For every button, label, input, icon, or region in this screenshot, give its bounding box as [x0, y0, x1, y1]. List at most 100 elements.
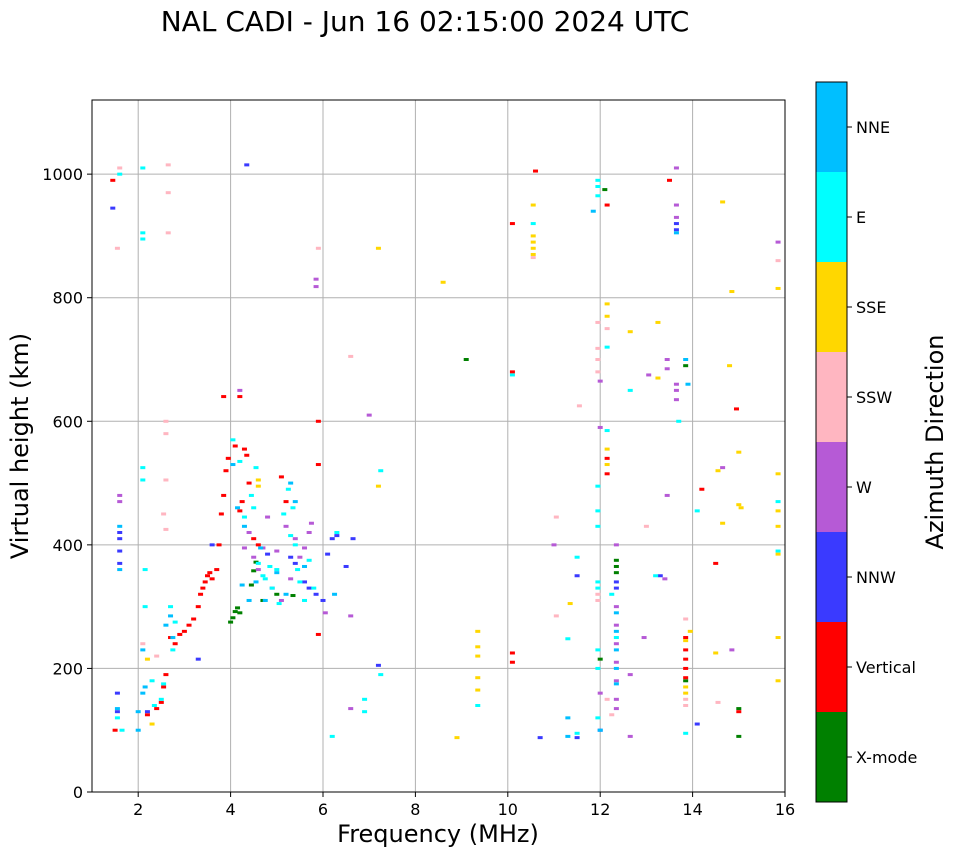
- data-point: [170, 648, 176, 652]
- data-point: [775, 500, 781, 504]
- data-point: [235, 606, 241, 610]
- y-tick-label: 0: [73, 783, 83, 802]
- series-sse: [144, 200, 781, 740]
- x-tick-label: 2: [133, 800, 143, 819]
- data-point: [613, 697, 619, 701]
- data-point: [604, 697, 610, 701]
- data-point: [274, 571, 280, 575]
- data-point: [117, 531, 123, 534]
- data-point: [246, 481, 252, 485]
- data-point: [683, 639, 689, 643]
- data-point: [595, 320, 601, 324]
- data-point: [315, 632, 321, 636]
- data-point: [163, 623, 169, 627]
- data-point: [613, 666, 619, 670]
- data-point: [613, 580, 619, 584]
- data-point: [720, 521, 726, 525]
- data-point: [110, 178, 116, 182]
- data-point: [144, 710, 150, 714]
- data-point: [683, 648, 689, 652]
- data-point: [595, 509, 601, 513]
- data-point: [241, 515, 247, 519]
- data-point: [292, 500, 298, 504]
- data-point: [775, 509, 781, 513]
- data-point: [283, 524, 289, 528]
- data-point: [248, 583, 254, 587]
- data-point: [308, 521, 314, 525]
- data-point: [699, 487, 705, 491]
- data-point: [117, 568, 123, 572]
- series-e: [114, 166, 781, 738]
- x-tick-label: 16: [775, 800, 795, 819]
- data-point: [144, 657, 150, 661]
- data-point: [609, 713, 615, 717]
- data-point: [613, 611, 619, 615]
- data-point: [315, 419, 321, 423]
- data-point: [683, 679, 689, 683]
- data-point: [239, 500, 245, 504]
- data-point: [595, 586, 601, 590]
- data-point: [475, 688, 481, 692]
- data-point: [595, 592, 601, 596]
- data-point: [232, 444, 238, 448]
- data-point: [114, 246, 120, 250]
- data-point: [574, 736, 580, 740]
- data-point: [683, 358, 689, 361]
- data-point: [736, 503, 742, 507]
- data-point: [738, 506, 744, 510]
- data-point: [375, 663, 381, 667]
- data-point: [110, 206, 116, 210]
- data-point: [237, 611, 243, 615]
- data-point: [537, 736, 543, 740]
- series-vertical: [110, 169, 742, 732]
- x-tick-label: 6: [318, 800, 328, 819]
- data-point: [775, 472, 781, 476]
- data-point: [683, 636, 689, 640]
- data-point: [332, 592, 338, 596]
- data-point: [149, 722, 155, 726]
- grid-lines: [92, 100, 785, 792]
- data-point: [117, 537, 123, 541]
- data-point: [683, 657, 689, 661]
- data-point: [715, 469, 721, 473]
- data-point: [687, 629, 693, 633]
- data-point: [248, 493, 254, 497]
- data-point: [509, 370, 515, 374]
- data-point: [664, 493, 670, 497]
- data-point: [595, 358, 601, 361]
- data-point: [223, 469, 229, 473]
- data-point: [673, 388, 679, 392]
- data-point: [114, 710, 120, 714]
- data-point: [729, 290, 735, 294]
- data-point: [602, 188, 608, 192]
- data-point: [195, 605, 201, 609]
- data-point: [140, 691, 146, 695]
- data-point: [736, 450, 742, 454]
- data-point: [295, 568, 301, 572]
- colorbar-tick-label: E: [856, 208, 866, 227]
- data-point: [509, 651, 515, 655]
- data-point: [775, 552, 781, 556]
- data-point: [209, 543, 215, 547]
- data-point: [281, 512, 287, 516]
- data-point: [313, 285, 319, 289]
- data-point: [237, 395, 243, 399]
- data-point: [114, 707, 120, 711]
- data-point: [613, 707, 619, 711]
- data-point: [265, 515, 271, 519]
- data-point: [117, 493, 123, 497]
- chart-title: NAL CADI - Jun 16 02:15:00 2024 UTC: [161, 5, 690, 38]
- data-point: [117, 172, 123, 176]
- data-point: [158, 697, 164, 701]
- data-point: [530, 252, 536, 256]
- data-point: [683, 685, 689, 689]
- data-point: [685, 382, 691, 386]
- data-point: [198, 592, 204, 596]
- data-point: [181, 629, 187, 633]
- data-point: [509, 373, 515, 377]
- data-point: [202, 580, 208, 584]
- data-point: [262, 598, 268, 602]
- data-point: [258, 546, 264, 550]
- colorbar-tick-label: Vertical: [856, 658, 916, 677]
- data-point: [230, 616, 236, 620]
